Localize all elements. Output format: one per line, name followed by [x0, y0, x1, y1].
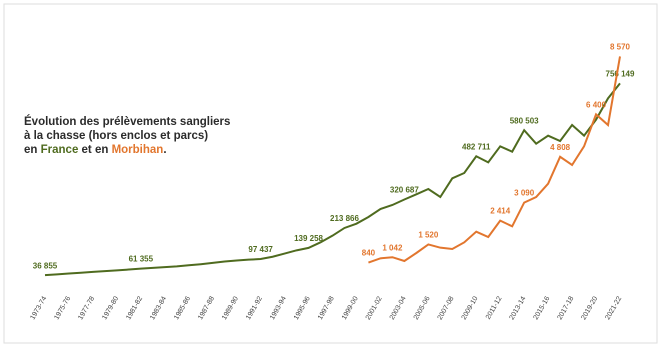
title-part: en — [24, 144, 41, 156]
title-part: France — [41, 144, 79, 156]
card — [3, 3, 658, 344]
title-part: et en — [78, 144, 111, 156]
data-label: 36 855 — [33, 261, 58, 270]
data-label: 580 503 — [510, 116, 539, 125]
data-label: 6 400 — [586, 100, 607, 109]
data-label: 97 437 — [248, 245, 273, 254]
series-line — [368, 56, 621, 264]
title-part: Morbihan — [112, 144, 164, 156]
chart-title: à la chasse (hors enclos et parcs) — [24, 130, 208, 142]
title-part: . — [163, 144, 166, 156]
chart-title: en France et en Morbihan. — [24, 144, 167, 156]
data-label: 3 090 — [514, 189, 535, 198]
data-label: 1 042 — [382, 243, 403, 252]
data-label: 213 866 — [330, 214, 359, 223]
series-line — [44, 82, 621, 277]
data-label: 320 687 — [390, 186, 419, 195]
data-label: 482 711 — [462, 142, 491, 151]
data-label: 61 355 — [129, 255, 154, 264]
data-label: 4 808 — [550, 143, 571, 152]
data-label: 756 149 — [606, 69, 635, 78]
chart-title: Évolution des prélèvements sangliers — [24, 115, 230, 128]
data-label: 840 — [362, 249, 376, 258]
data-label: 8 570 — [610, 43, 631, 52]
data-label: 1 520 — [418, 231, 439, 240]
data-label: 139 258 — [294, 234, 323, 243]
data-label: 2 414 — [490, 207, 511, 216]
